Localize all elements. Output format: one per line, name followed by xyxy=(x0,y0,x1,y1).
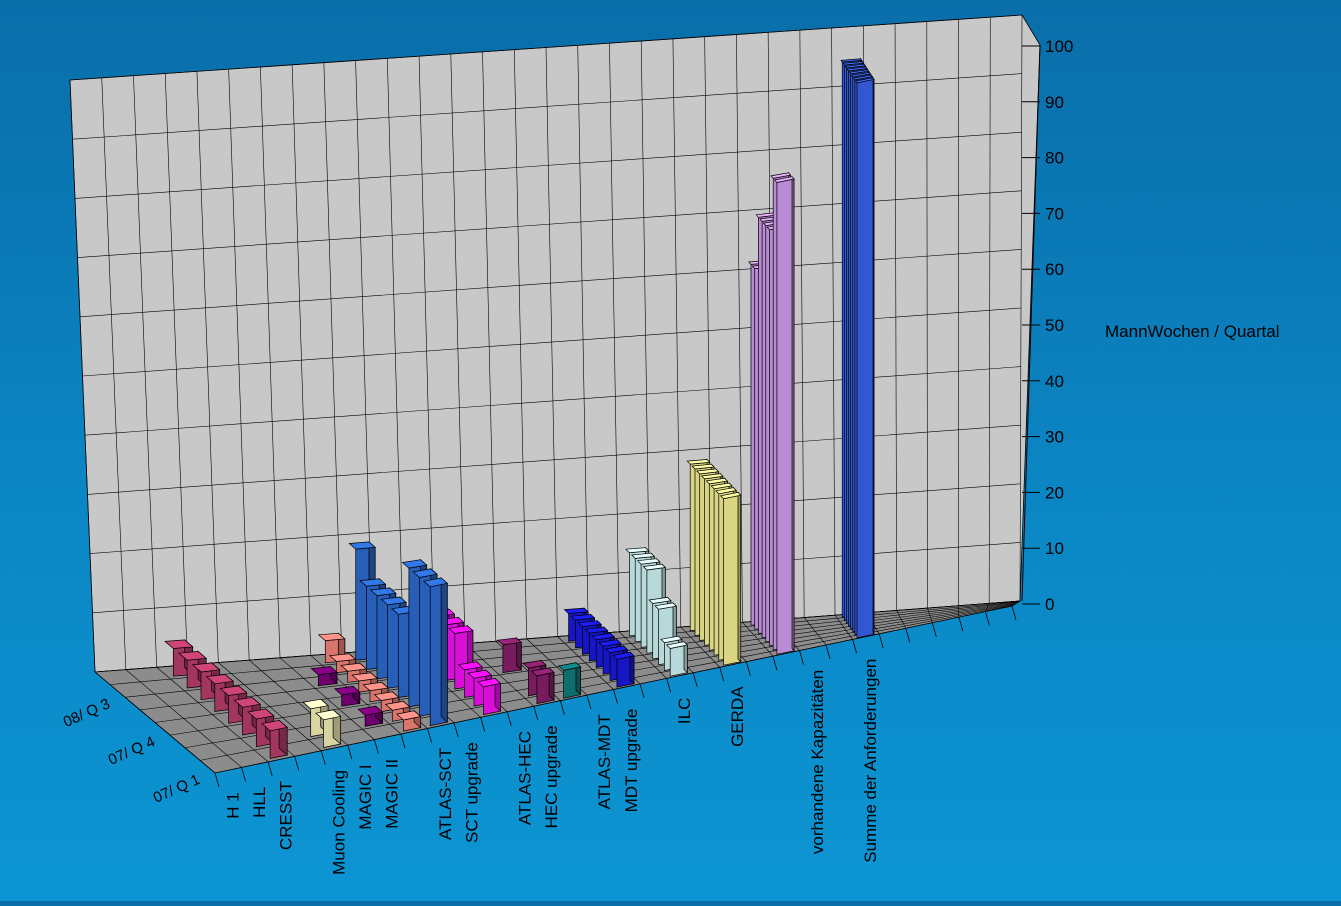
category-label: MAGIC II xyxy=(383,759,402,829)
category-label: MAGIC I xyxy=(356,764,375,829)
category-label: Summe der Anforderungen xyxy=(861,659,880,863)
chart-walls xyxy=(70,15,1040,672)
x-tick xyxy=(481,717,485,731)
x-tick xyxy=(560,701,564,715)
x-tick xyxy=(1012,606,1016,620)
x-tick xyxy=(746,662,750,676)
category-label: HLL xyxy=(250,787,269,818)
x-tick xyxy=(853,639,857,653)
depth-label: 08/ Q 3 xyxy=(61,695,113,731)
x-tick xyxy=(507,712,511,726)
category-label: SCT upgrade xyxy=(462,742,481,843)
x-tick xyxy=(295,756,299,770)
x-tick xyxy=(374,740,378,754)
x-tick xyxy=(667,678,671,692)
bar-side-face xyxy=(873,78,874,635)
y-tick-label: 20 xyxy=(1045,483,1064,502)
x-tick xyxy=(401,734,405,748)
bar-front-face xyxy=(857,79,874,638)
category-label: vorhandene Kapazitäten xyxy=(808,670,827,854)
bar-front-face xyxy=(777,179,794,654)
bar xyxy=(775,177,794,655)
x-tick xyxy=(799,651,803,665)
bar-side-face xyxy=(684,642,687,673)
y-tick-label: 80 xyxy=(1045,149,1064,168)
category-label: ATLAS-MDT xyxy=(595,714,614,809)
x-tick xyxy=(773,656,777,670)
y-tick-label: 10 xyxy=(1045,539,1064,558)
category-label: H 1 xyxy=(223,792,242,818)
y-tick-label: 90 xyxy=(1045,93,1064,112)
x-tick xyxy=(640,684,644,698)
x-tick xyxy=(985,612,989,626)
x-tick xyxy=(932,623,936,637)
bar-side-face xyxy=(441,578,447,722)
bar xyxy=(856,78,874,638)
y-tick-label: 60 xyxy=(1045,260,1064,279)
y-tick-label: 70 xyxy=(1045,204,1064,223)
bar-side-face xyxy=(792,177,794,651)
x-tick xyxy=(587,695,591,709)
category-label: ATLAS-HEC xyxy=(516,731,535,825)
category-label: GERDA xyxy=(728,686,747,747)
bar-side-face xyxy=(738,492,741,661)
y-tick-label: 100 xyxy=(1045,37,1073,56)
depth-label: 07/ Q 4 xyxy=(106,733,158,769)
category-label: ATLAS-SCT xyxy=(436,748,455,840)
x-tick xyxy=(693,673,697,687)
bar xyxy=(721,492,741,665)
back-wall xyxy=(70,15,1040,672)
y-tick-label: 30 xyxy=(1045,428,1064,447)
x-tick xyxy=(614,690,618,704)
x-tick xyxy=(215,773,219,787)
depth-label: 07/ Q 1 xyxy=(151,771,203,807)
category-label: HEC upgrade xyxy=(542,725,561,828)
y-axis-label: MannWochen / Quartal xyxy=(1105,322,1280,341)
x-tick xyxy=(906,628,910,642)
category-label: MDT upgrade xyxy=(622,709,641,813)
x-tick xyxy=(959,617,963,631)
x-tick xyxy=(268,762,272,776)
x-tick xyxy=(242,767,246,781)
x-tick xyxy=(720,667,724,681)
x-tick xyxy=(454,723,458,737)
x-tick xyxy=(879,634,883,648)
x-tick xyxy=(428,728,432,742)
category-label: CRESST xyxy=(276,781,295,850)
category-label: ILC xyxy=(675,698,694,724)
x-tick xyxy=(534,706,538,720)
x-tick xyxy=(321,751,325,765)
x-tick xyxy=(348,745,352,759)
y-tick-label: 40 xyxy=(1045,372,1064,391)
x-tick xyxy=(826,645,830,659)
category-label: Muon Cooling xyxy=(330,770,349,875)
y-tick-label: 50 xyxy=(1045,316,1064,335)
y-tick-label: 0 xyxy=(1045,595,1054,614)
